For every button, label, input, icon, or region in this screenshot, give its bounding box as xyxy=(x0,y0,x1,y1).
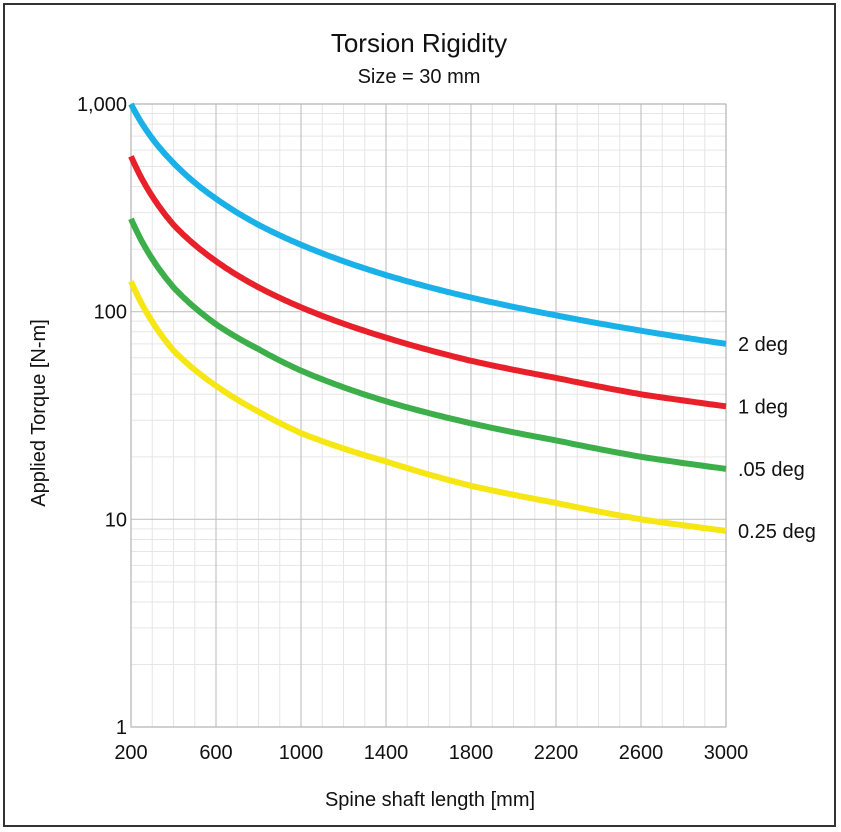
series-end-label: 0.25 deg xyxy=(738,521,816,543)
x-tick-label: 200 xyxy=(114,742,147,764)
y-axis-label: Applied Torque [N-m] xyxy=(28,319,50,507)
x-tick-label: 1400 xyxy=(364,742,409,764)
series-labels: 2 deg 1 deg .05 deg 0.25 deg xyxy=(738,334,816,543)
y-tick-label: 100 xyxy=(94,302,127,324)
series-end-label: .05 deg xyxy=(738,459,805,481)
x-tick-label: 600 xyxy=(199,742,232,764)
x-tick-label: 1800 xyxy=(449,742,494,764)
x-tick-label: 2200 xyxy=(534,742,579,764)
series-line xyxy=(128,102,727,347)
chart-frame: 200 600 1000 1400 1800 2200 2600 3000 1 10 100 1,0… xyxy=(3,3,836,827)
series-end-label: 2 deg xyxy=(738,334,788,356)
x-tick-label: 3000 xyxy=(704,742,749,764)
series-line xyxy=(128,217,727,472)
x-tick-label: 1000 xyxy=(279,742,324,764)
y-tick-label: 1,000 xyxy=(77,94,127,116)
series-line xyxy=(128,155,727,410)
y-tick-label: 10 xyxy=(105,509,127,531)
y-tick-labels: 1 10 100 1,000 xyxy=(77,94,127,739)
series-line xyxy=(128,280,727,534)
chart-subtitle: Size = 30 mm xyxy=(358,66,481,88)
x-tick-labels: 200 600 1000 1400 1800 2200 2600 3000 xyxy=(114,742,748,764)
series-layer xyxy=(128,102,727,534)
x-axis-label: Spine shaft length [mm] xyxy=(325,789,535,811)
y-tick-label: 1 xyxy=(116,717,127,739)
plot-area-border xyxy=(130,103,727,728)
chart-title: Torsion Rigidity xyxy=(331,28,507,58)
torsion-rigidity-chart: 200 600 1000 1400 1800 2200 2600 3000 1 10 100 1,0… xyxy=(28,28,816,811)
x-tick-label: 2600 xyxy=(619,742,664,764)
series-end-label: 1 deg xyxy=(738,396,788,418)
